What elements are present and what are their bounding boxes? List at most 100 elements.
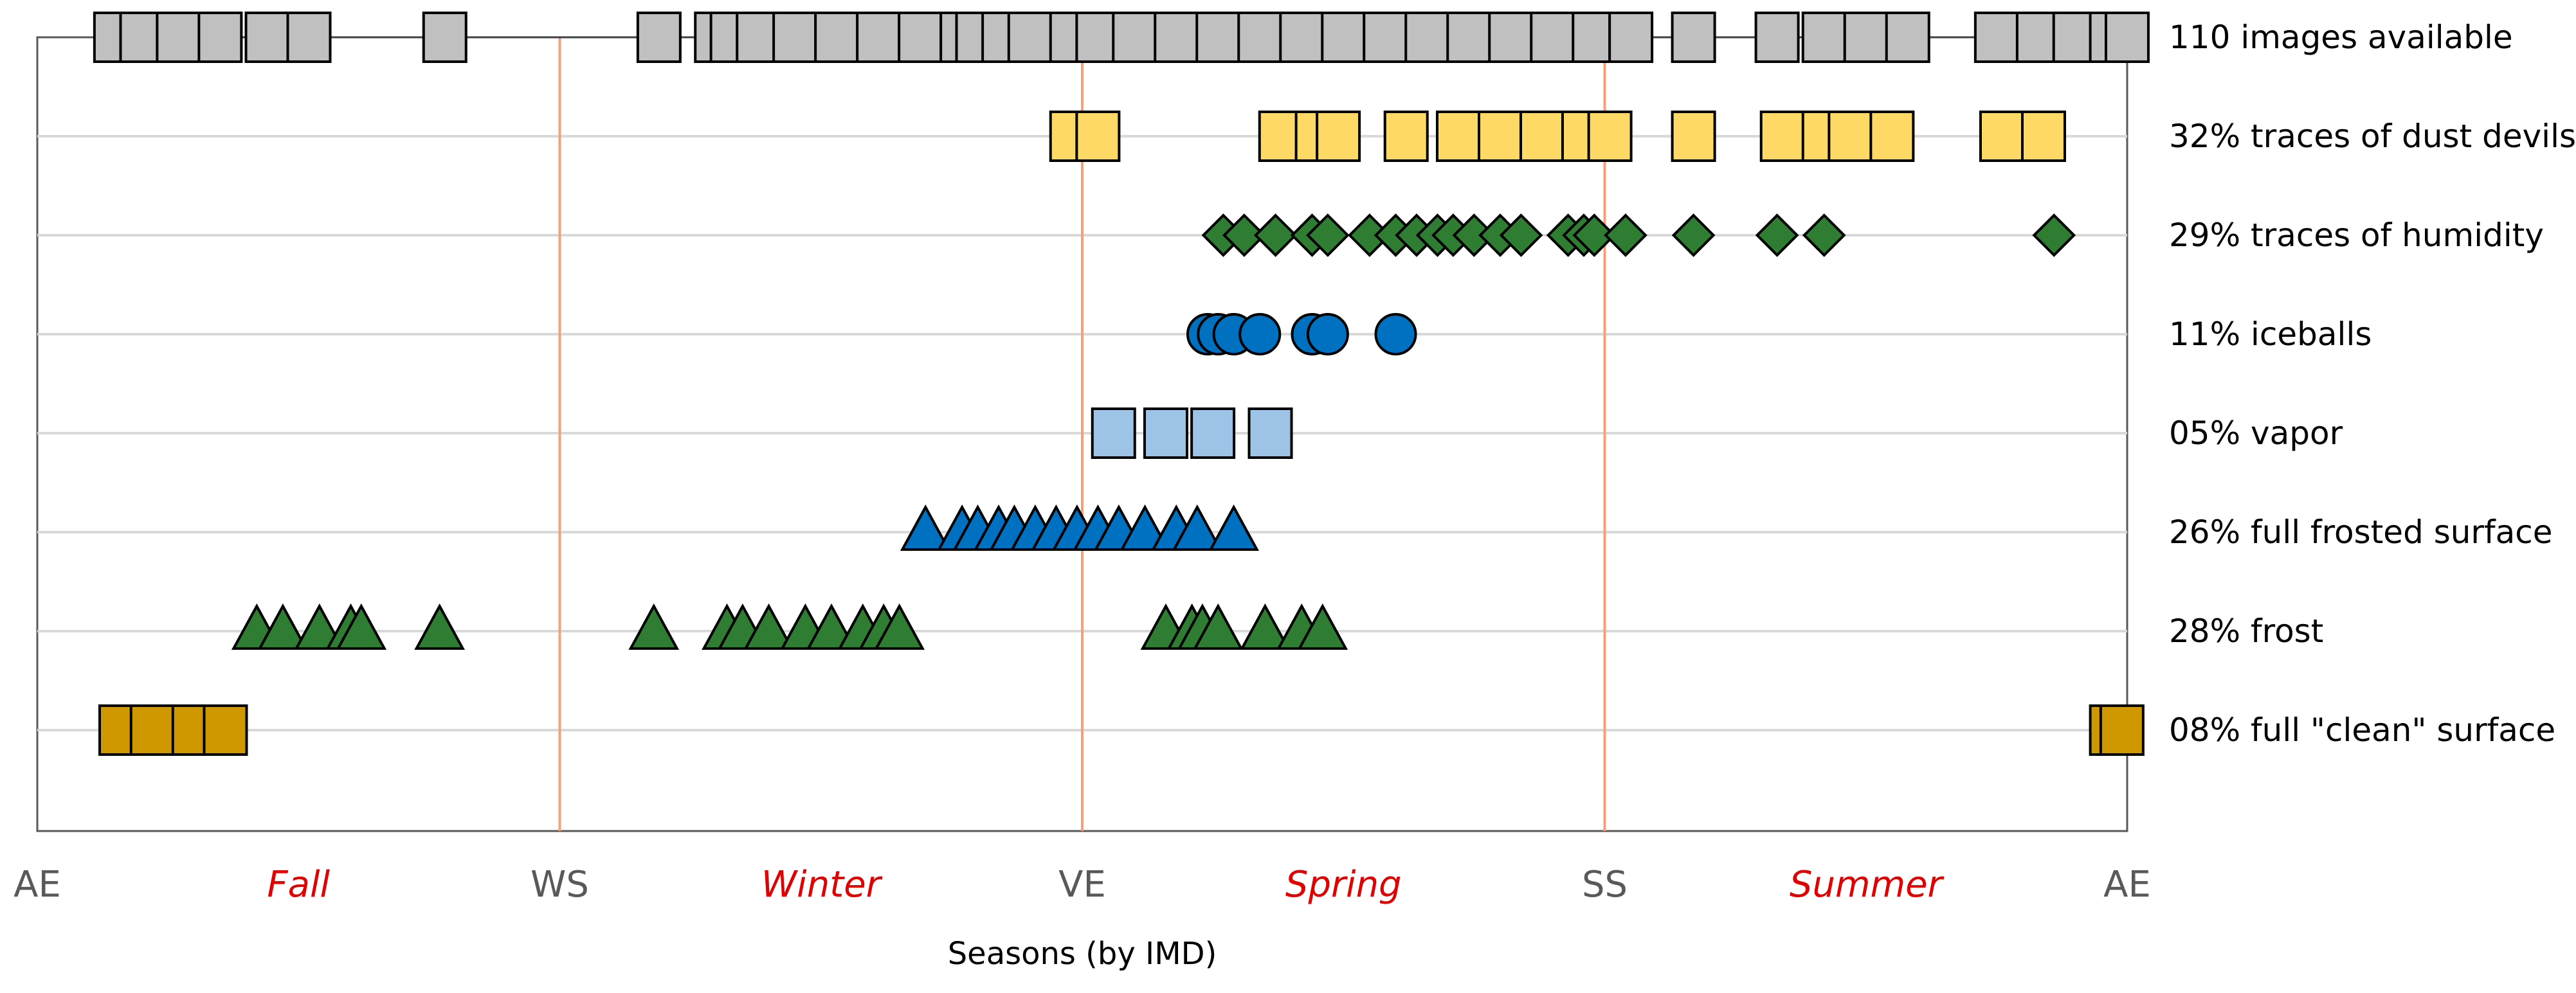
x-tick-label: VE	[1058, 864, 1106, 906]
data-point-triangle	[806, 603, 857, 650]
data-point-diamond	[1253, 213, 1298, 257]
series-2	[1201, 213, 2076, 257]
season-name-label: Fall	[267, 864, 330, 906]
data-point-square	[898, 12, 943, 63]
data-point-square	[197, 12, 243, 63]
data-point-square	[1885, 12, 1930, 63]
category-label: 29% traces of humidity	[2169, 217, 2544, 254]
category-label: 05% vapor	[2169, 415, 2343, 452]
series-1	[1049, 111, 2066, 162]
data-point-square	[129, 704, 175, 756]
data-point-square	[1112, 12, 1157, 63]
data-point-square	[1190, 407, 1236, 459]
series-0	[93, 12, 2150, 63]
x-axis-label: Seasons (by IMD)	[948, 936, 1217, 972]
data-point-square	[1195, 12, 1241, 63]
data-point-triangle	[257, 603, 309, 650]
data-point-square	[1759, 111, 1805, 162]
data-point-square	[1671, 111, 1716, 162]
data-point-square	[2021, 111, 2066, 162]
series-4	[1091, 407, 1293, 459]
data-point-square	[1488, 12, 1534, 63]
series-3	[1186, 313, 1417, 355]
data-point-triangle	[628, 603, 680, 650]
data-point-square	[286, 12, 332, 63]
data-point-circle	[1306, 313, 1349, 355]
data-point-circle	[1238, 313, 1282, 355]
data-point-square	[1828, 111, 1873, 162]
data-point-square	[1383, 111, 1429, 162]
data-point-square	[156, 12, 201, 63]
data-point-triangle	[1172, 504, 1223, 551]
data-point-triangle	[414, 603, 465, 650]
x-tick-label: AE	[14, 864, 61, 906]
category-label: 32% traces of dust devils	[2169, 118, 2576, 155]
data-point-square	[1587, 111, 1633, 162]
data-point-square	[1754, 12, 1800, 63]
data-point-square	[1091, 407, 1136, 459]
data-point-square	[1519, 111, 1565, 162]
data-point-triangle	[1297, 603, 1348, 650]
category-label: 28% frost	[2169, 613, 2323, 650]
data-point-diamond	[1604, 213, 1647, 257]
data-point-triangle	[1120, 504, 1170, 551]
data-point-square	[1316, 111, 1361, 162]
data-point-square	[1007, 12, 1053, 63]
data-point-triangle	[900, 504, 951, 551]
data-point-triangle	[1208, 504, 1259, 551]
data-point-diamond	[1802, 213, 1846, 257]
category-label: 11% iceballs	[2169, 316, 2372, 353]
data-point-square	[772, 12, 818, 63]
data-point-square	[1363, 12, 1408, 63]
x-tick-label: AE	[2103, 864, 2151, 906]
data-point-square	[856, 12, 902, 63]
data-point-triangle	[294, 603, 345, 650]
season-name-label: Spring	[1285, 864, 1402, 906]
data-marks	[93, 12, 2150, 756]
data-point-square	[1446, 12, 1492, 63]
season-name-label: Winter	[761, 864, 883, 906]
data-point-square	[1801, 12, 1847, 63]
data-point-square	[1075, 111, 1121, 162]
data-point-square	[1530, 12, 1575, 63]
data-point-square	[1979, 111, 2024, 162]
data-point-square	[422, 12, 467, 63]
data-point-square	[1237, 12, 1283, 63]
data-point-square	[1321, 12, 1366, 63]
x-tick-label: SS	[1582, 864, 1628, 906]
data-point-diamond	[1306, 213, 1350, 257]
data-point-square	[1143, 407, 1188, 459]
data-point-square	[2105, 12, 2150, 63]
data-point-square	[1869, 111, 1915, 162]
data-point-square	[814, 12, 860, 63]
data-point-square	[2099, 704, 2145, 756]
data-point-diamond	[1671, 213, 1716, 257]
data-point-triangle	[743, 603, 794, 650]
category-label: 08% full "clean" surface	[2169, 711, 2555, 749]
data-point-triangle	[336, 603, 387, 650]
series-7	[98, 704, 2145, 756]
data-point-square	[1279, 12, 1325, 63]
series-5	[900, 504, 1259, 551]
data-point-triangle	[1240, 603, 1291, 650]
data-point-square	[1843, 12, 1889, 63]
data-point-diamond	[1755, 213, 1799, 257]
data-point-diamond	[2032, 213, 2076, 257]
data-point-circle	[1374, 313, 1417, 355]
data-point-square	[1154, 12, 1199, 63]
data-point-square	[1973, 12, 2019, 63]
data-point-diamond	[1572, 213, 1617, 257]
x-axis-ticks: AE WS VE SS AE Fall Winter Spring Summer	[14, 864, 2151, 906]
data-point-triangle	[1192, 603, 1244, 650]
data-point-square	[1478, 111, 1523, 162]
category-labels: 110 images available 32% traces of dust d…	[2169, 19, 2576, 749]
data-point-square	[203, 704, 248, 756]
data-point-square	[1436, 111, 1481, 162]
data-point-square	[1247, 407, 1293, 459]
data-point-diamond	[1222, 213, 1266, 257]
series-6	[231, 603, 1348, 650]
data-point-triangle	[874, 603, 925, 650]
x-tick-label: WS	[531, 864, 589, 906]
data-point-square	[1671, 12, 1716, 63]
data-point-square	[244, 12, 290, 63]
